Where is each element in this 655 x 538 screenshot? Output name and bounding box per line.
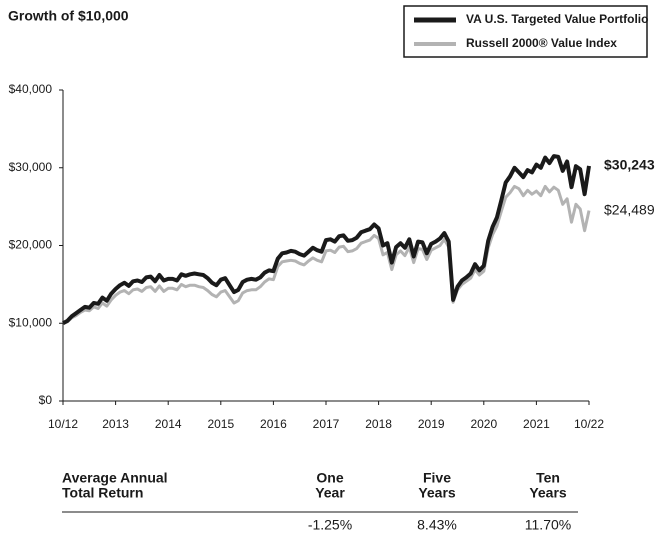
x-tick-label: 2021 <box>523 417 550 431</box>
table-value: 11.70% <box>525 517 571 533</box>
table-value: 8.43% <box>417 517 457 533</box>
x-tick-label: 2017 <box>313 417 340 431</box>
table-column-header: One <box>316 470 343 486</box>
table-column-header: Five <box>423 470 451 486</box>
x-tick-label: 2019 <box>418 417 445 431</box>
chart-title: Growth of $10,000 <box>8 8 129 24</box>
table-row-header: Average Annual <box>62 470 168 486</box>
table-column-header: Year <box>315 485 345 501</box>
legend-box <box>403 5 648 58</box>
x-tick-label: 2013 <box>102 417 129 431</box>
legend-label: Russell 2000® Value Index <box>466 36 617 50</box>
table-value: -1.25% <box>308 517 352 533</box>
table-column-header: Years <box>418 485 456 501</box>
y-tick-label: $40,000 <box>9 82 53 96</box>
x-tick-label: 2016 <box>260 417 287 431</box>
y-tick-label: $20,000 <box>9 238 53 252</box>
x-tick-label: 2018 <box>365 417 392 431</box>
y-tick-label: $10,000 <box>9 315 53 329</box>
x-tick-label: 2015 <box>207 417 234 431</box>
x-tick-label: 2020 <box>470 417 497 431</box>
x-tick-label: 2014 <box>155 417 182 431</box>
legend-label: VA U.S. Targeted Value Portfolio <box>466 12 648 26</box>
table-row-header: Total Return <box>62 485 143 501</box>
y-tick-label: $0 <box>39 393 53 407</box>
end-label: $24,489 <box>604 201 655 217</box>
x-tick-label: 10/22 <box>574 417 604 431</box>
end-label: $30,243 <box>604 157 655 173</box>
y-tick-label: $30,000 <box>9 160 53 174</box>
x-tick-label: 10/12 <box>48 417 78 431</box>
series-line <box>62 184 591 325</box>
table-column-header: Years <box>529 485 567 501</box>
series-line <box>62 154 591 326</box>
table-column-header: Ten <box>536 470 560 486</box>
